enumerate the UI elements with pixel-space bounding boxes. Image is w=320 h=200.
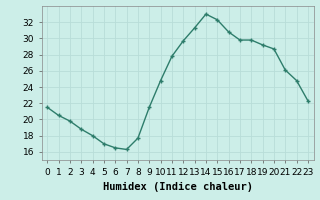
- X-axis label: Humidex (Indice chaleur): Humidex (Indice chaleur): [103, 182, 252, 192]
